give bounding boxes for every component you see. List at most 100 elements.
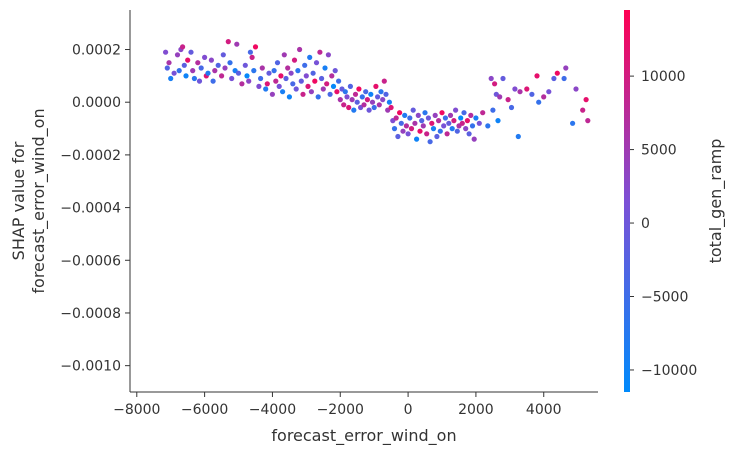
- scatter-point: [310, 70, 316, 76]
- scatter-point: [422, 110, 428, 116]
- scatter-point: [554, 70, 560, 76]
- scatter-point: [334, 89, 340, 95]
- scatter-point: [293, 86, 299, 92]
- scatter-point: [352, 91, 359, 97]
- scatter-point: [580, 107, 586, 113]
- scatter-point: [171, 70, 177, 76]
- y-axis-ticks: 0.0002 0.0000 −0.0002 −0.0004 −0.0006 −0.0008…: [60, 43, 130, 375]
- scatter-point: [244, 73, 250, 79]
- scatter-point: [402, 112, 408, 118]
- scatter-point: [495, 118, 501, 124]
- scatter-point: [446, 120, 452, 126]
- scatter-point: [313, 60, 320, 66]
- scatter-point: [441, 123, 447, 129]
- scatter-point: [512, 86, 518, 92]
- scatter-point: [398, 120, 404, 126]
- scatter-point: [239, 81, 245, 87]
- scatter-point: [286, 94, 292, 100]
- scatter-point: [281, 52, 287, 58]
- scatter-point: [325, 52, 331, 58]
- scatter-point: [266, 70, 272, 76]
- scatter-point: [278, 73, 284, 79]
- x-tick-label: −4000: [249, 402, 296, 418]
- scatter-point: [320, 86, 326, 92]
- scatter-point: [300, 91, 306, 97]
- scatter-point: [536, 99, 542, 105]
- x-axis-ticks: −8000 −6000 −4000 −2000 0 2000 4000: [113, 392, 562, 418]
- scatter-point: [363, 89, 369, 95]
- scatter-point: [505, 97, 511, 103]
- scatter-point: [469, 123, 476, 129]
- scatter-point: [291, 57, 298, 63]
- scatter-point: [307, 54, 313, 61]
- scatter-point: [242, 62, 248, 68]
- scatter-point: [208, 57, 214, 63]
- scatter-point: [220, 52, 226, 58]
- scatter-point: [573, 86, 579, 92]
- scatter-point: [480, 110, 486, 116]
- scatter-point: [386, 99, 392, 105]
- scatter-point: [163, 49, 169, 55]
- scatter-point: [449, 126, 455, 132]
- y-tick-label: −0.0002: [60, 148, 121, 164]
- scatter-point: [181, 62, 187, 68]
- scatter-point: [259, 65, 265, 71]
- scatter-point: [283, 75, 289, 82]
- scatter-point: [298, 78, 304, 84]
- y-tick-label: 0.0000: [72, 95, 121, 111]
- scatter-point: [463, 126, 469, 132]
- scatter-point: [166, 60, 172, 66]
- scatter-point: [524, 86, 530, 92]
- scatter-point: [302, 62, 308, 68]
- scatter-point: [397, 110, 403, 116]
- scatter-point: [492, 81, 498, 87]
- y-axis-label-line-2: forecast_error_wind_on: [29, 108, 49, 293]
- scatter-point: [327, 91, 333, 97]
- scatter-point: [195, 60, 201, 66]
- scatter-point: [305, 83, 311, 89]
- scatter-point: [274, 60, 281, 66]
- scatter-point: [183, 73, 189, 79]
- scatter-point: [453, 107, 459, 113]
- scatter-point: [410, 107, 416, 113]
- scatter-point: [378, 89, 384, 95]
- scatter-point: [210, 78, 216, 84]
- scatter-point: [247, 49, 253, 55]
- scatter-point: [252, 44, 259, 50]
- scatter-point: [369, 99, 376, 105]
- scatter-point: [317, 49, 323, 55]
- scatter-point: [205, 70, 211, 76]
- scatter-point: [375, 94, 381, 100]
- scatter-point: [366, 107, 372, 113]
- scatter-point: [215, 62, 221, 68]
- scatter-point: [563, 65, 569, 71]
- scatter-point: [454, 128, 460, 134]
- scatter-point: [356, 86, 362, 92]
- scatter-point: [180, 44, 186, 50]
- scatter-point: [235, 70, 242, 76]
- y-tick-label: 0.0002: [72, 43, 121, 59]
- scatter-point: [332, 68, 338, 74]
- scatter-point: [471, 136, 477, 142]
- scatter-point: [551, 75, 557, 82]
- x-tick-label: 2000: [458, 402, 494, 418]
- scatter-point: [371, 104, 377, 111]
- scatter-point: [359, 94, 365, 100]
- scatter-point: [420, 123, 426, 129]
- scatter-point: [263, 86, 269, 92]
- colorbar-tick-label: 5000: [641, 143, 677, 159]
- scatter-point: [517, 89, 523, 95]
- scatter-point: [415, 112, 421, 118]
- scatter-point: [329, 73, 335, 79]
- scatter-point: [400, 128, 406, 134]
- scatter-point: [395, 133, 401, 140]
- scatter-point: [437, 128, 443, 134]
- scatter-point: [383, 91, 389, 97]
- scatter-point: [515, 133, 521, 140]
- scatter-point: [337, 97, 343, 103]
- scatter-point: [403, 123, 409, 129]
- scatter-point: [264, 81, 270, 87]
- scatter-point: [373, 83, 379, 89]
- scatter-point: [280, 89, 286, 95]
